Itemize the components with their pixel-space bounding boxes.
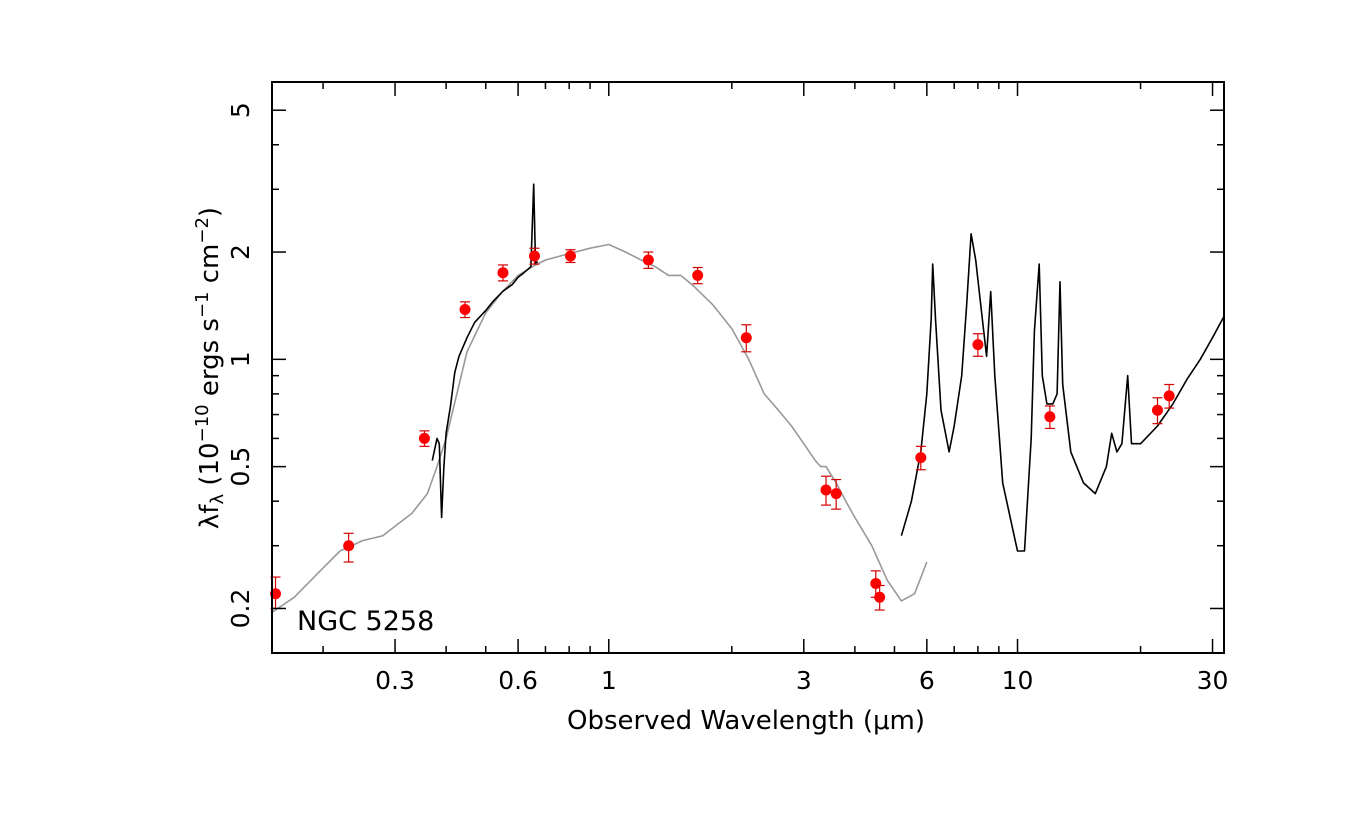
mid-ir-spectrum-line xyxy=(900,233,1225,552)
photometry-point xyxy=(1151,397,1163,425)
x-tick-label: 10 xyxy=(1002,666,1034,695)
x-tick-label: 1 xyxy=(601,666,617,695)
photometry-marker xyxy=(564,250,576,262)
y-tick-label: 2 xyxy=(226,244,255,260)
photometry-marker xyxy=(343,540,355,552)
photometry-point xyxy=(343,532,355,563)
mid-ir-spectrum-series xyxy=(900,233,1225,552)
photometry-marker xyxy=(740,332,752,344)
model-spectrum-series xyxy=(271,243,928,614)
y-tick-label: 5 xyxy=(226,102,255,118)
photometry-point xyxy=(497,264,509,282)
axis-ticks xyxy=(272,81,1224,653)
plot-frame xyxy=(271,81,1225,654)
photometry-point xyxy=(528,247,540,265)
x-axis-title: Observed Wavelength (μm) xyxy=(567,706,925,736)
photometry-point xyxy=(972,333,984,357)
optical-spectrum-line xyxy=(431,183,539,519)
y-tick-label: 0.5 xyxy=(226,447,255,487)
galaxy-name-annotation: NGC 5258 xyxy=(297,606,434,637)
x-tick-label: 6 xyxy=(919,666,935,695)
photometry-point xyxy=(642,251,654,269)
photometry-marker xyxy=(874,591,886,603)
photometry-marker xyxy=(1151,404,1163,416)
photometry-point xyxy=(820,475,832,506)
photometry-series xyxy=(270,247,1175,611)
photometry-marker xyxy=(692,269,704,281)
photometry-marker xyxy=(497,267,509,279)
photometry-marker xyxy=(642,254,654,266)
photometry-point xyxy=(830,478,842,510)
x-tick-label: 3 xyxy=(796,666,812,695)
photometry-point xyxy=(1044,405,1056,430)
photometry-point xyxy=(459,301,471,319)
photometry-point xyxy=(564,249,576,264)
tick-labels: 0.3 0.6 1 3 6 10 30 0.2 0.5 1 2 5 xyxy=(226,102,1228,695)
photometry-marker xyxy=(820,484,832,496)
model-spectrum-line xyxy=(271,243,928,614)
photometry-point xyxy=(740,324,752,353)
photometry-marker xyxy=(1163,390,1175,402)
x-tick-label: 0.6 xyxy=(498,666,538,695)
photometry-marker xyxy=(915,452,927,464)
x-tick-label: 0.3 xyxy=(375,666,415,695)
y-axis-title: λfλ (10−10 ergs s−1 cm−2) xyxy=(192,207,229,529)
x-tick-label: 30 xyxy=(1197,666,1229,695)
photometry-point xyxy=(692,266,704,285)
photometry-point xyxy=(915,445,927,471)
photometry-marker xyxy=(418,432,430,444)
photometry-marker xyxy=(870,578,882,590)
photometry-point xyxy=(1163,383,1175,409)
photometry-point xyxy=(874,584,886,611)
photometry-marker xyxy=(830,488,842,500)
photometry-marker xyxy=(1044,411,1056,423)
y-tick-label: 0.2 xyxy=(226,589,255,629)
photometry-marker xyxy=(972,339,984,351)
photometry-point xyxy=(418,430,430,447)
photometry-marker xyxy=(459,303,471,315)
y-tick-label: 1 xyxy=(226,351,255,367)
optical-spectrum-series xyxy=(431,183,539,519)
photometry-marker xyxy=(528,250,540,262)
